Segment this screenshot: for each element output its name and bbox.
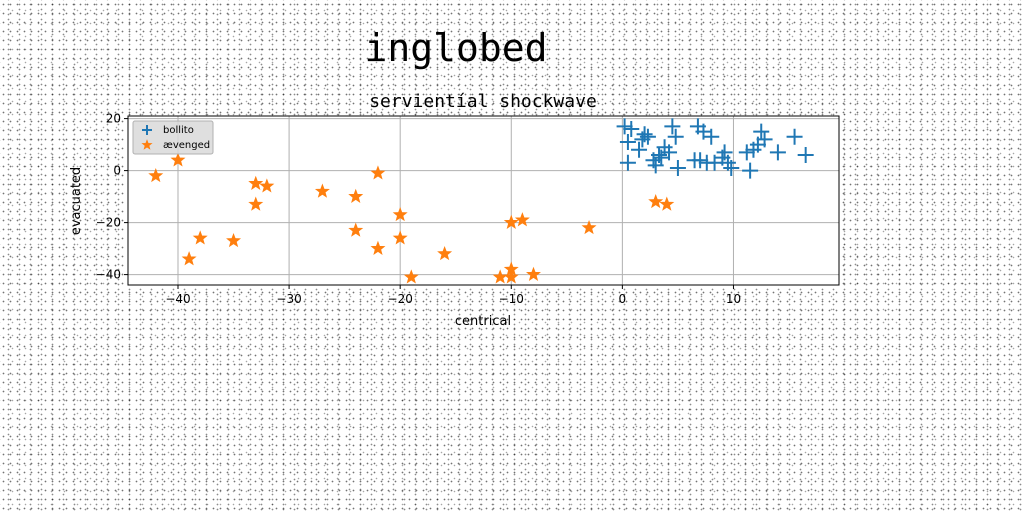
plus-marker	[692, 152, 709, 169]
y-axis-label: evacuated	[69, 167, 84, 235]
plus-marker	[636, 126, 653, 143]
plus-marker	[619, 154, 636, 171]
series-0	[616, 118, 814, 179]
chart-suptitle: inglobed	[364, 26, 547, 70]
x-tick-label: −40	[165, 292, 190, 306]
star-marker	[581, 219, 597, 235]
plus-marker	[797, 147, 814, 163]
star-marker	[403, 269, 419, 284]
plus-marker	[619, 134, 636, 150]
star-marker	[148, 167, 164, 183]
chart-title: servientíal shockwave	[369, 91, 597, 112]
plus-marker	[669, 160, 686, 176]
star-marker	[392, 206, 408, 222]
series-1	[148, 152, 675, 284]
star-marker	[659, 196, 675, 211]
plus-marker	[639, 128, 656, 145]
axis-ticks: −40 −30 −20 −10 0 10 20 0 −20 −40	[96, 112, 741, 306]
x-tick-label: −30	[276, 292, 301, 306]
plus-marker	[664, 118, 681, 135]
star-marker	[170, 152, 186, 167]
plus-marker	[756, 131, 773, 148]
y-tick-label: 20	[106, 112, 121, 126]
star-marker	[514, 212, 530, 227]
star-marker	[314, 183, 330, 198]
plus-marker	[631, 141, 648, 158]
x-tick-label: −10	[499, 292, 524, 306]
star-marker	[248, 196, 264, 211]
star-marker	[648, 193, 664, 209]
star-marker	[348, 222, 364, 237]
legend-label-bollito: bollito	[163, 125, 194, 136]
plus-marker	[769, 144, 786, 161]
plus-marker	[738, 144, 755, 161]
plus-marker	[753, 123, 770, 140]
star-marker	[226, 232, 242, 248]
plus-marker	[742, 162, 759, 179]
x-axis-label: centrical	[455, 314, 511, 329]
plus-marker	[616, 118, 633, 135]
star-marker	[370, 240, 386, 255]
star-marker	[437, 245, 453, 261]
x-tick-label: −20	[388, 292, 413, 306]
legend-label-aevenged: ævenged	[163, 140, 210, 151]
y-tick-label: 0	[113, 164, 121, 178]
star-marker	[370, 165, 386, 180]
star-marker	[141, 139, 153, 150]
star-marker	[526, 266, 541, 281]
x-tick-label: 0	[619, 292, 627, 306]
plus-marker	[716, 144, 733, 161]
star-marker	[181, 251, 197, 266]
plus-marker	[703, 128, 720, 145]
star-marker	[248, 175, 264, 190]
plus-marker	[786, 128, 803, 145]
star-marker	[192, 230, 208, 245]
plot-frame	[127, 115, 840, 286]
legend-marker-bollito	[142, 125, 152, 135]
plus-marker	[623, 121, 640, 137]
legend-marker-aevenged	[141, 139, 153, 150]
plus-marker	[667, 128, 684, 145]
star-marker	[348, 188, 364, 203]
grid-lines	[128, 116, 839, 285]
plus-marker	[142, 125, 152, 135]
data-points	[148, 118, 814, 284]
legend: bollito ævenged	[132, 120, 214, 155]
star-marker	[503, 214, 519, 229]
y-tick-label: −40	[96, 268, 121, 282]
x-tick-label: 10	[726, 292, 741, 306]
star-marker	[503, 269, 519, 284]
legend-box	[132, 120, 214, 155]
y-tick-label: −20	[96, 216, 121, 230]
plus-marker	[723, 160, 740, 176]
plot-area	[128, 116, 839, 285]
star-marker	[259, 178, 275, 193]
star-marker	[392, 230, 408, 245]
plus-marker	[661, 144, 678, 161]
